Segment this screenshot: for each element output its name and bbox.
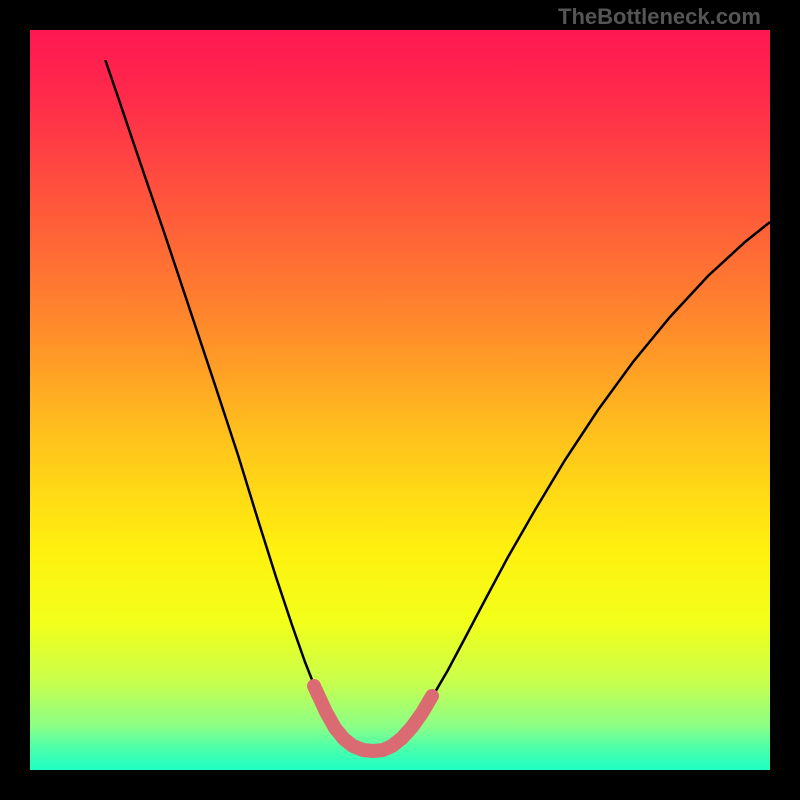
plot-background [30,30,770,770]
chart-svg [0,0,800,800]
watermark-text: TheBottleneck.com [558,4,761,30]
chart-frame: TheBottleneck.com [0,0,800,800]
